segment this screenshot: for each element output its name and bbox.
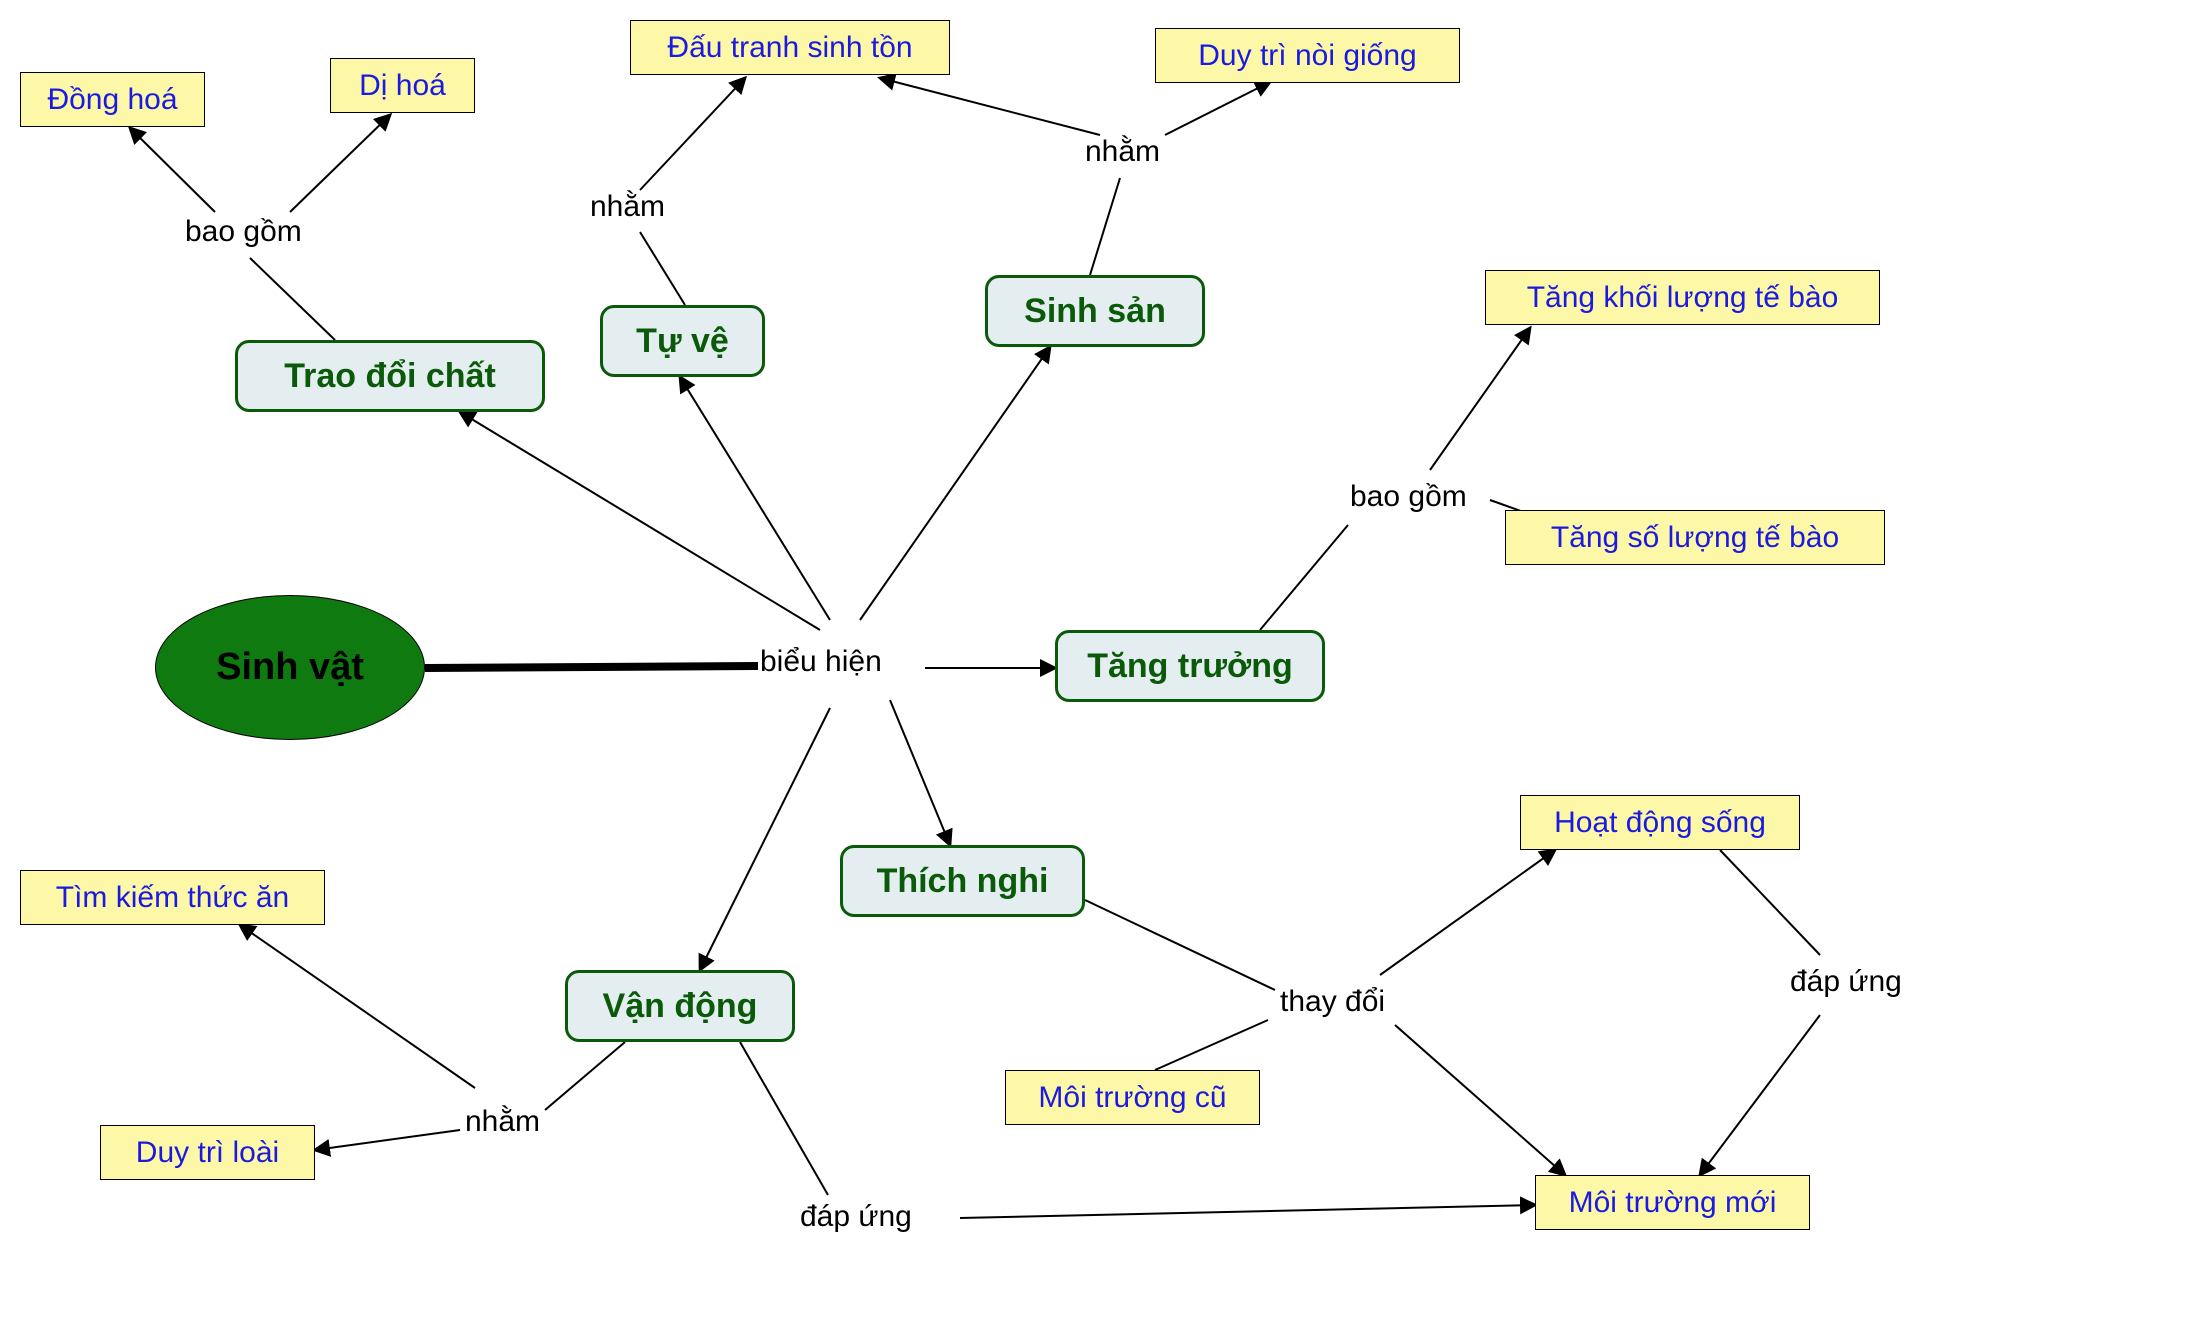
edge-label-nham1: nhằm xyxy=(590,190,665,224)
node-vandong: Vận động xyxy=(565,970,795,1042)
node-sinhvat: Sinh vật xyxy=(155,595,425,740)
edge-label-dapung1: đáp ứng xyxy=(800,1200,912,1234)
edge-label-nham3: nhằm xyxy=(465,1105,540,1139)
edge xyxy=(1700,1015,1820,1175)
node-tangkhoiluong: Tăng khối lượng tế bào xyxy=(1485,270,1880,325)
edge xyxy=(460,412,820,630)
edge xyxy=(680,377,830,620)
node-duytriloai: Duy trì loài xyxy=(100,1125,315,1180)
edge xyxy=(1430,328,1530,470)
node-tuve: Tự vệ xyxy=(600,305,765,377)
edge xyxy=(1090,178,1120,275)
edge xyxy=(890,700,950,845)
edge xyxy=(640,78,745,190)
edge xyxy=(1720,850,1820,955)
node-moitruongcu: Môi trường cũ xyxy=(1005,1070,1260,1125)
edge xyxy=(640,232,685,305)
edge-label-nham2: nhằm xyxy=(1085,135,1160,169)
node-tangsoluong: Tăng số lượng tế bào xyxy=(1505,510,1885,565)
edge-label-baogom2: bao gồm xyxy=(1350,480,1467,514)
edge xyxy=(860,347,1050,620)
edge xyxy=(1395,1025,1565,1175)
node-hoatdongsong: Hoạt động sống xyxy=(1520,795,1800,850)
edge xyxy=(250,258,335,340)
edge xyxy=(315,1130,460,1150)
edge xyxy=(740,1042,828,1195)
node-sinhsan: Sinh sản xyxy=(985,275,1205,347)
node-moitruongmoi: Môi trường mới xyxy=(1535,1175,1810,1230)
edge-label-dapung2: đáp ứng xyxy=(1790,965,1902,999)
node-donghoa: Đồng hoá xyxy=(20,72,205,127)
edge xyxy=(960,1205,1535,1218)
edge-label-thaydoi: thay đổi xyxy=(1280,985,1385,1019)
edge xyxy=(240,925,475,1088)
edge xyxy=(1260,525,1348,630)
edge xyxy=(1155,1020,1268,1070)
edge xyxy=(1085,900,1275,990)
node-thichnghi: Thích nghi xyxy=(840,845,1085,917)
node-timkiem: Tìm kiếm thức ăn xyxy=(20,870,325,925)
edge xyxy=(880,78,1100,135)
node-duytrinoigiong: Duy trì nòi giống xyxy=(1155,28,1460,83)
node-tangtruong: Tăng trưởng xyxy=(1055,630,1325,702)
concept-map-canvas: Sinh vật Trao đổi chất Tự vệ Sinh sản Tăng t… xyxy=(0,0,2192,1321)
edge xyxy=(425,666,758,668)
edge xyxy=(545,1042,625,1110)
node-dautranh: Đấu tranh sinh tồn xyxy=(630,20,950,75)
edge xyxy=(1165,82,1270,135)
edge-label-bieuhien: biểu hiện xyxy=(760,645,882,679)
node-dihoa: Dị hoá xyxy=(330,58,475,113)
edge xyxy=(130,128,215,212)
edge xyxy=(700,708,830,970)
edge xyxy=(290,115,390,212)
edge-label-baogom1: bao gồm xyxy=(185,215,302,249)
node-traodoichat: Trao đổi chất xyxy=(235,340,545,412)
edge xyxy=(1380,850,1555,975)
